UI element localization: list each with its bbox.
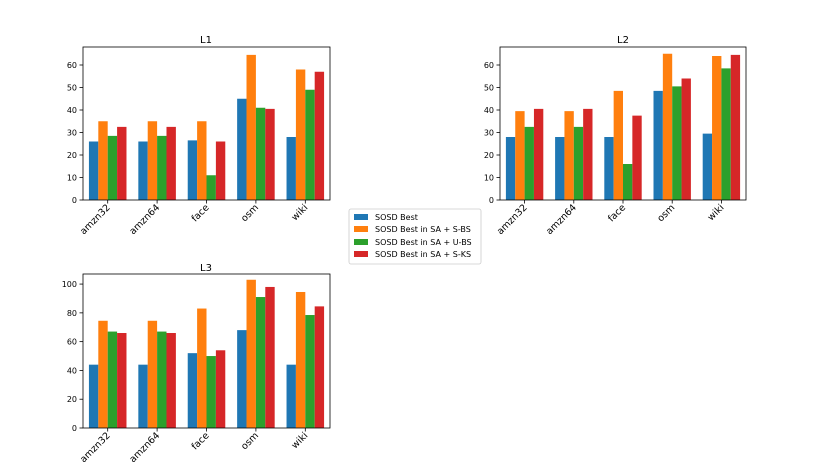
legend-swatch (354, 251, 368, 257)
bar (246, 279, 256, 428)
chart-title: L1 (200, 35, 212, 46)
bar (117, 333, 127, 428)
legend-frame (348, 208, 482, 265)
y-tick-label: 60 (67, 61, 77, 70)
y-tick-label: 0 (72, 196, 77, 205)
bar (215, 350, 226, 428)
bar (314, 71, 325, 200)
y-tick-label: 10 (484, 174, 494, 183)
legend-swatch (354, 214, 368, 220)
y-tick-label: 50 (67, 84, 77, 93)
y-tick-label: 20 (67, 151, 77, 160)
bar (555, 137, 565, 200)
bar (147, 320, 158, 428)
chart-title: L2 (617, 35, 629, 46)
bar (98, 320, 108, 428)
bar (265, 108, 275, 201)
bar (147, 121, 158, 200)
bar (314, 306, 325, 428)
bar (613, 90, 623, 201)
y-tick-label: 20 (67, 395, 77, 404)
bar (681, 78, 691, 200)
bar (197, 308, 207, 428)
y-tick-label: 0 (489, 196, 494, 205)
bar (305, 315, 315, 428)
bar (515, 111, 525, 201)
bar (157, 331, 167, 428)
bar (564, 111, 574, 201)
bar (583, 108, 593, 201)
legend-label: SOSD Best in SA + S-KS (375, 250, 471, 259)
legend-swatch (354, 239, 368, 245)
bar (157, 135, 167, 201)
y-tick-label: 40 (67, 366, 77, 375)
bar (255, 297, 266, 428)
bar (206, 356, 216, 428)
bar (246, 54, 256, 201)
bar (505, 137, 516, 200)
bar (730, 54, 741, 201)
y-tick-label: 60 (484, 61, 494, 70)
bar (197, 121, 207, 200)
y-tick-label: 40 (484, 106, 494, 115)
bar (98, 121, 108, 200)
legend-label: SOSD Best in SA + U-BS (375, 238, 472, 247)
bar (107, 331, 118, 428)
y-tick-label: 30 (484, 129, 494, 138)
y-tick-label: 0 (72, 424, 77, 433)
bar (117, 126, 127, 201)
bar (138, 141, 148, 200)
legend-label: SOSD Best in SA + S-BS (375, 225, 471, 234)
bar (215, 141, 226, 200)
bar (295, 69, 306, 200)
bar (295, 291, 306, 428)
y-tick-label: 10 (67, 174, 77, 183)
chart-title: L3 (200, 263, 212, 274)
bar (702, 133, 713, 201)
bar (237, 98, 247, 200)
bar (166, 126, 176, 201)
bar (265, 286, 275, 428)
bar (305, 89, 315, 200)
y-tick-label: 20 (484, 151, 494, 160)
y-tick-label: 30 (67, 129, 77, 138)
legend-swatch (354, 226, 368, 232)
bar (237, 330, 247, 428)
bar (604, 137, 614, 200)
bar (662, 53, 673, 200)
bar (107, 135, 118, 201)
bar (712, 56, 722, 200)
y-tick-label: 40 (67, 106, 77, 115)
legend: SOSD Best SOSD Best in SA + S-BS SOSD Be… (348, 208, 482, 265)
bar (166, 333, 176, 428)
bar (524, 126, 534, 201)
bar (623, 164, 633, 200)
y-tick-label: 50 (484, 84, 494, 93)
bar (286, 137, 296, 200)
bar (255, 107, 266, 200)
bar (187, 140, 198, 201)
y-tick-label: 100 (62, 280, 77, 289)
bar (138, 364, 148, 428)
legend-label: SOSD Best (375, 213, 418, 222)
bar (88, 141, 99, 200)
bar (573, 126, 584, 201)
y-tick-label: 80 (67, 309, 77, 318)
y-tick-label: 60 (67, 338, 77, 347)
bar (533, 108, 544, 201)
bar (286, 364, 296, 428)
bar (187, 353, 198, 428)
bar (653, 90, 663, 201)
bar (632, 115, 642, 201)
bar (88, 364, 99, 428)
bar (721, 68, 731, 201)
bar (672, 86, 682, 201)
bar (206, 175, 216, 200)
